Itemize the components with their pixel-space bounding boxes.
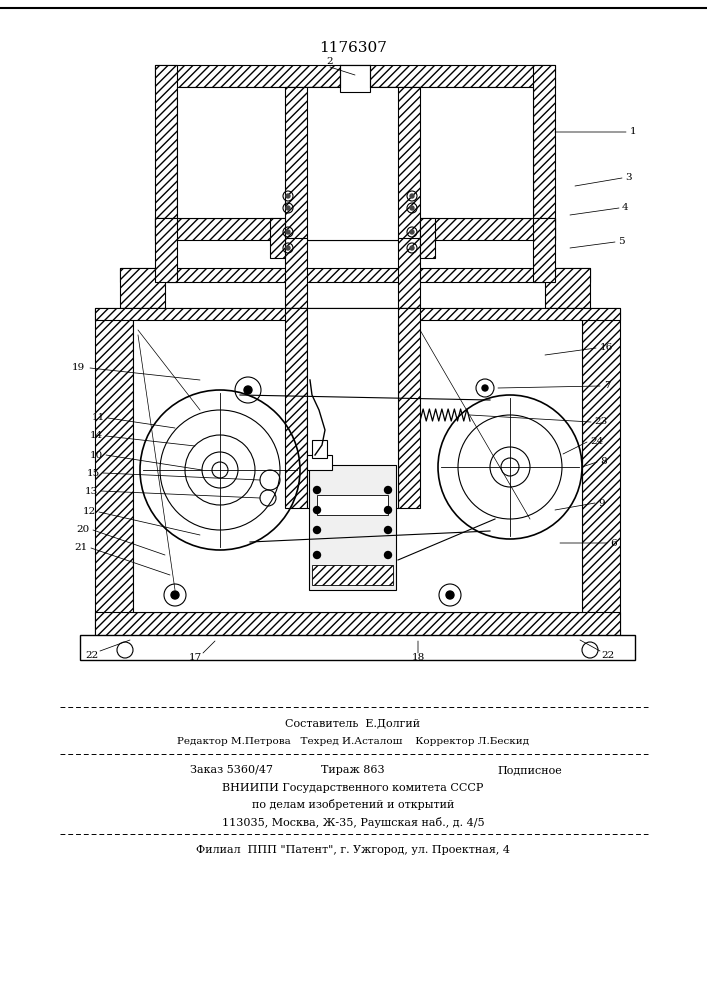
Text: 113035, Москва, Ж-35, Раушская наб., д. 4/5: 113035, Москва, Ж-35, Раушская наб., д. … xyxy=(222,816,484,828)
Bar xyxy=(270,218,285,258)
Bar xyxy=(133,308,582,612)
Bar xyxy=(120,268,165,308)
Bar xyxy=(155,218,285,240)
Text: 17: 17 xyxy=(188,654,201,662)
Text: 20: 20 xyxy=(77,526,90,534)
Bar xyxy=(312,440,327,458)
Text: 16: 16 xyxy=(600,344,613,353)
Bar xyxy=(533,218,555,282)
Bar xyxy=(155,218,177,282)
Text: 23: 23 xyxy=(594,418,607,426)
Text: 7: 7 xyxy=(604,381,611,390)
Circle shape xyxy=(410,194,414,198)
Text: 5: 5 xyxy=(618,237,624,246)
Circle shape xyxy=(482,385,488,391)
Circle shape xyxy=(410,246,414,250)
Bar xyxy=(307,455,332,470)
Text: 4: 4 xyxy=(622,204,629,213)
Text: 1: 1 xyxy=(630,127,636,136)
Circle shape xyxy=(410,206,414,210)
Circle shape xyxy=(313,487,320,493)
Text: 3: 3 xyxy=(625,174,631,182)
Text: 2: 2 xyxy=(327,57,333,66)
Bar xyxy=(177,87,533,218)
Bar xyxy=(309,465,396,590)
Text: 22: 22 xyxy=(602,650,614,660)
Bar xyxy=(307,87,398,240)
Text: 11: 11 xyxy=(92,414,105,422)
Bar xyxy=(398,308,420,508)
Text: 15: 15 xyxy=(87,468,100,478)
Text: 6: 6 xyxy=(610,538,617,548)
Bar xyxy=(285,238,307,308)
Bar xyxy=(317,495,388,515)
Bar xyxy=(420,218,555,240)
Text: 18: 18 xyxy=(411,654,425,662)
Text: Составитель  Е.Долгий: Составитель Е.Долгий xyxy=(286,718,421,728)
Bar xyxy=(420,218,435,258)
Text: 10: 10 xyxy=(90,450,103,460)
Bar xyxy=(155,65,555,87)
Circle shape xyxy=(244,386,252,394)
Bar xyxy=(95,308,620,320)
Bar xyxy=(340,65,370,92)
Text: 19: 19 xyxy=(71,363,85,372)
Circle shape xyxy=(446,591,454,599)
Circle shape xyxy=(313,506,320,514)
Bar xyxy=(533,65,555,240)
Text: Тираж 863: Тираж 863 xyxy=(321,765,385,775)
Circle shape xyxy=(410,230,414,234)
Bar xyxy=(95,308,133,640)
Text: Подписное: Подписное xyxy=(498,765,562,775)
Text: 12: 12 xyxy=(83,508,96,516)
Circle shape xyxy=(385,526,392,534)
Bar xyxy=(80,635,635,660)
Text: по делам изобретений и открытий: по делам изобретений и открытий xyxy=(252,800,454,810)
Bar xyxy=(307,308,398,508)
Text: 8: 8 xyxy=(600,458,607,466)
Text: 13: 13 xyxy=(85,487,98,495)
Bar xyxy=(545,268,590,308)
Text: Заказ 5360/47: Заказ 5360/47 xyxy=(190,765,273,775)
Circle shape xyxy=(385,487,392,493)
Bar xyxy=(155,65,177,240)
Bar xyxy=(120,268,590,282)
Bar xyxy=(582,308,620,640)
Bar xyxy=(285,308,307,508)
Text: 22: 22 xyxy=(86,650,98,660)
Text: Филиал  ППП "Патент", г. Ужгород, ул. Проектная, 4: Филиал ППП "Патент", г. Ужгород, ул. Про… xyxy=(196,845,510,855)
Text: ВНИИПИ Государственного комитета СССР: ВНИИПИ Государственного комитета СССР xyxy=(222,783,484,793)
Circle shape xyxy=(171,591,179,599)
Bar xyxy=(285,87,420,240)
Circle shape xyxy=(385,552,392,558)
Circle shape xyxy=(286,194,290,198)
Circle shape xyxy=(286,230,290,234)
Circle shape xyxy=(286,206,290,210)
Text: 24: 24 xyxy=(590,438,603,446)
Circle shape xyxy=(313,526,320,534)
Text: Редактор М.Петрова   Техред И.Асталош    Корректор Л.Бескид: Редактор М.Петрова Техред И.Асталош Корр… xyxy=(177,738,529,746)
Text: 21: 21 xyxy=(75,544,88,552)
Text: 1176307: 1176307 xyxy=(319,41,387,55)
Bar xyxy=(95,612,620,640)
Text: 14: 14 xyxy=(90,432,103,440)
Bar xyxy=(398,238,420,308)
Circle shape xyxy=(385,506,392,514)
Bar xyxy=(312,565,393,585)
Text: 9: 9 xyxy=(598,498,604,508)
Circle shape xyxy=(313,552,320,558)
Circle shape xyxy=(286,246,290,250)
